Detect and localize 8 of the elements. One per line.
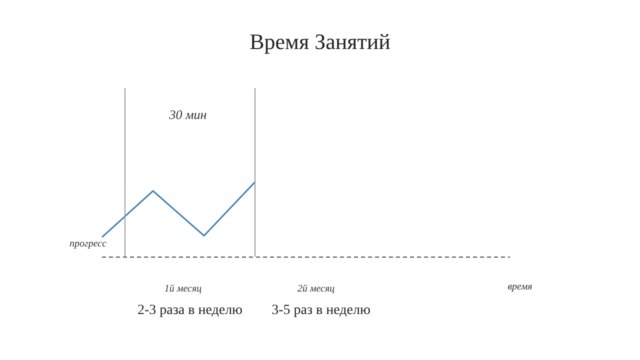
- text: 30 мин: [169, 107, 207, 123]
- text: 1й месяц: [164, 284, 202, 294]
- chart-title: Время Занятий: [250, 29, 390, 55]
- text: 2-3 раза в неделю: [137, 303, 243, 319]
- y-axis-title: прогресс: [69, 238, 107, 250]
- x-axis-title: время: [508, 282, 532, 292]
- text: 2й месяц: [297, 284, 335, 294]
- text: 3-5 раз в неделю: [272, 303, 370, 319]
